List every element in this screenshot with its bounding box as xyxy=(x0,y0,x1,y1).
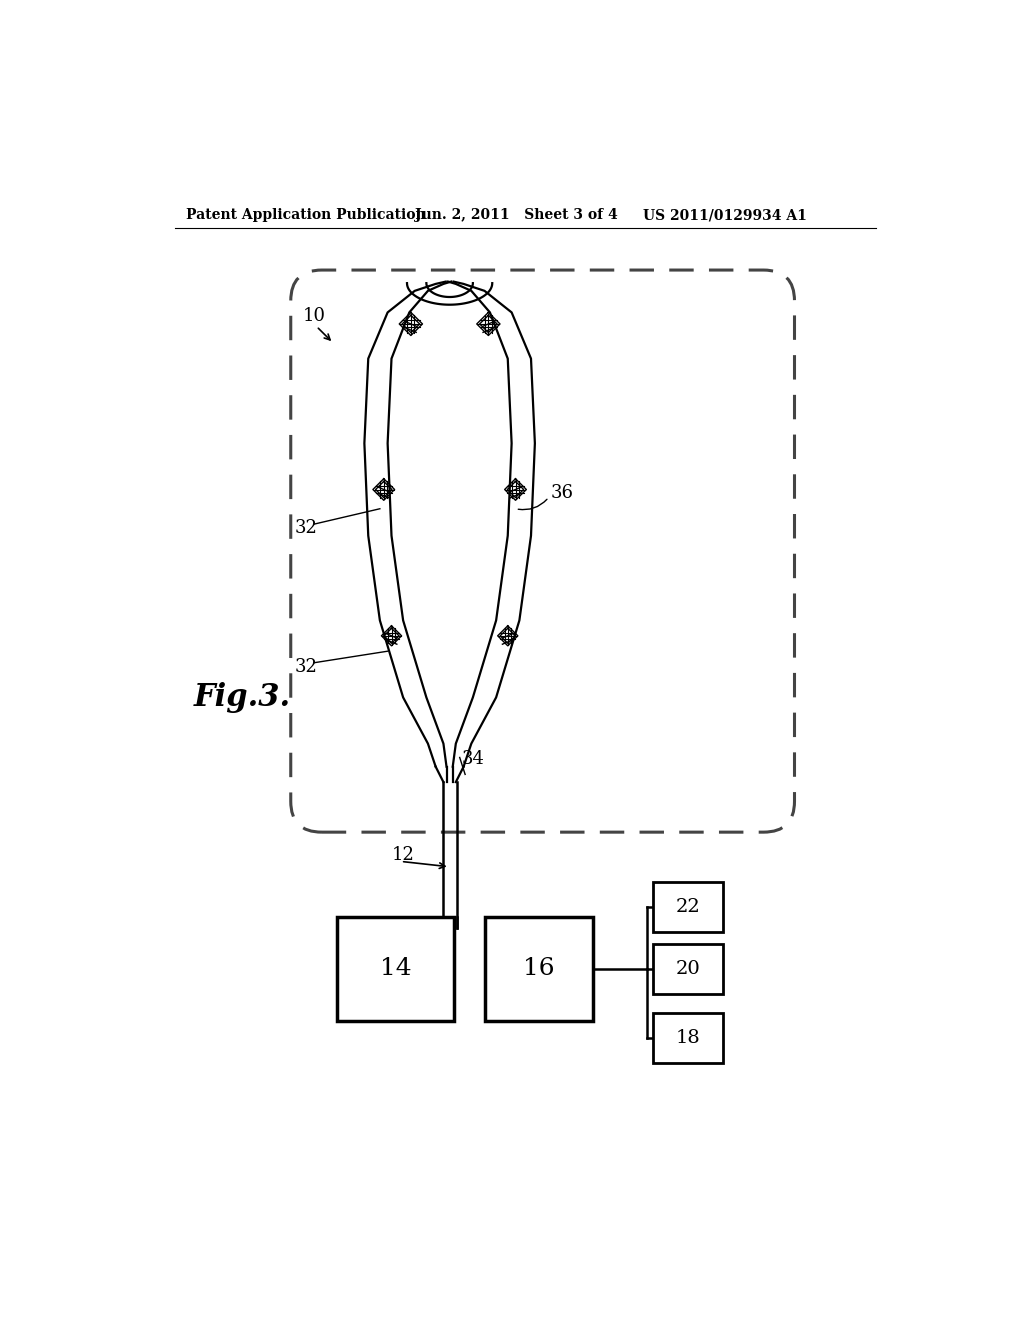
Text: 18: 18 xyxy=(676,1030,700,1047)
Text: 16: 16 xyxy=(523,957,555,981)
Bar xyxy=(653,944,723,994)
Bar xyxy=(484,917,593,1020)
Text: 22: 22 xyxy=(676,898,700,916)
Text: 34: 34 xyxy=(461,750,484,768)
Text: 12: 12 xyxy=(391,846,415,865)
Text: 14: 14 xyxy=(380,957,412,981)
Text: 20: 20 xyxy=(676,960,700,978)
Bar xyxy=(653,1014,723,1063)
Text: 32: 32 xyxy=(295,657,317,676)
Bar xyxy=(653,882,723,932)
Text: Patent Application Publication: Patent Application Publication xyxy=(186,209,426,223)
Text: Fig.3.: Fig.3. xyxy=(194,682,291,713)
Bar xyxy=(337,917,454,1020)
Text: 10: 10 xyxy=(302,308,326,325)
Text: 32: 32 xyxy=(295,519,317,537)
Text: Jun. 2, 2011   Sheet 3 of 4: Jun. 2, 2011 Sheet 3 of 4 xyxy=(415,209,617,223)
Text: US 2011/0129934 A1: US 2011/0129934 A1 xyxy=(643,209,807,223)
Text: 36: 36 xyxy=(550,484,573,503)
